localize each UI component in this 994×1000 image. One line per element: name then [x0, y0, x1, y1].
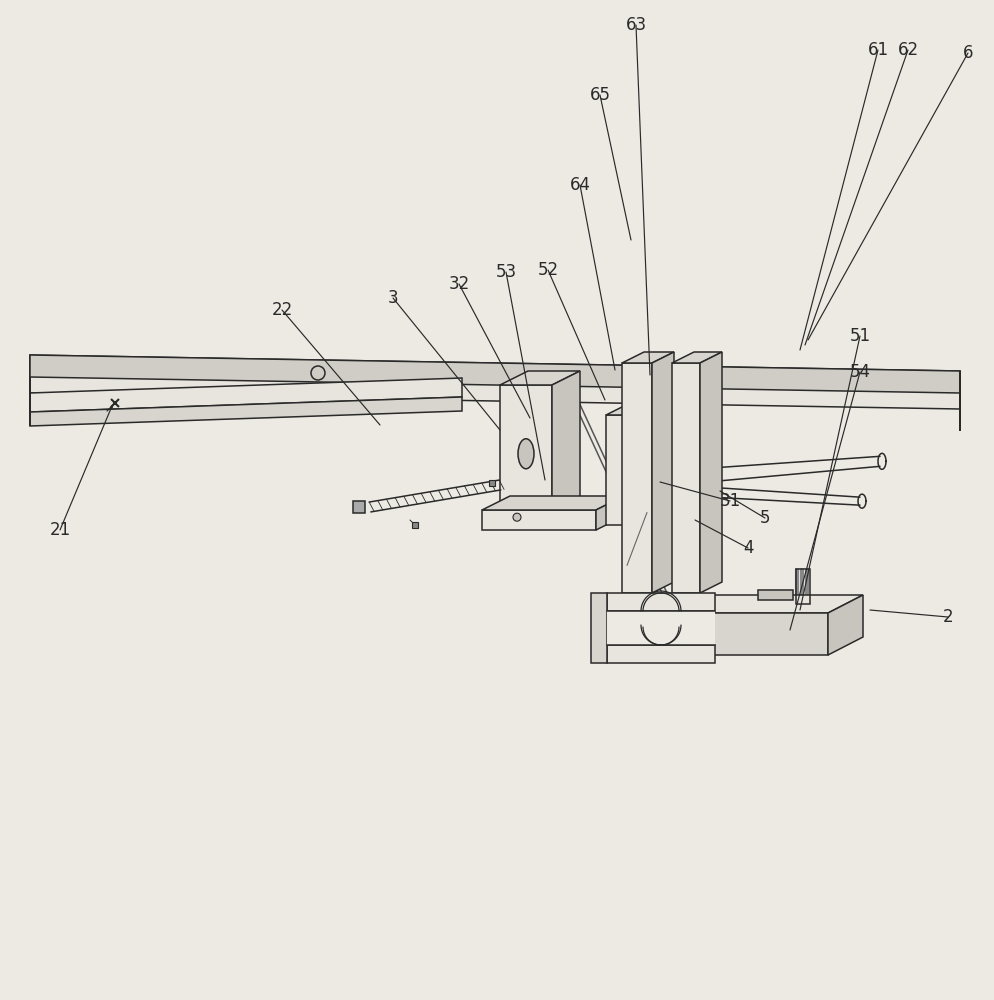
Text: 64: 64 [570, 176, 590, 194]
Polygon shape [672, 363, 700, 593]
Polygon shape [618, 613, 828, 655]
Circle shape [513, 513, 521, 521]
Text: 53: 53 [495, 263, 517, 281]
Polygon shape [606, 401, 689, 415]
Polygon shape [828, 595, 863, 655]
Polygon shape [622, 352, 674, 363]
Text: 2: 2 [942, 608, 953, 626]
Polygon shape [606, 415, 661, 525]
Polygon shape [30, 355, 960, 393]
Polygon shape [30, 397, 462, 426]
Text: 22: 22 [271, 301, 292, 319]
Polygon shape [672, 352, 722, 363]
Polygon shape [591, 593, 607, 663]
Text: 3: 3 [388, 289, 399, 307]
Polygon shape [607, 611, 715, 645]
Polygon shape [500, 385, 552, 510]
Text: 21: 21 [50, 521, 71, 539]
Polygon shape [30, 355, 960, 409]
Text: 62: 62 [898, 41, 918, 59]
Text: 51: 51 [850, 327, 871, 345]
Text: 31: 31 [720, 492, 741, 510]
Polygon shape [482, 510, 596, 530]
Text: 4: 4 [743, 539, 753, 557]
Text: 65: 65 [589, 86, 610, 104]
Text: 63: 63 [625, 16, 646, 34]
Polygon shape [622, 363, 652, 593]
Ellipse shape [624, 466, 642, 492]
Polygon shape [353, 501, 365, 513]
Polygon shape [596, 496, 624, 530]
Polygon shape [607, 593, 715, 611]
Polygon shape [700, 352, 722, 593]
Text: 54: 54 [850, 363, 871, 381]
Text: 52: 52 [538, 261, 559, 279]
Polygon shape [758, 590, 793, 600]
Polygon shape [500, 371, 580, 385]
Text: 6: 6 [963, 44, 973, 62]
Polygon shape [661, 401, 689, 525]
Text: 61: 61 [868, 41, 889, 59]
Polygon shape [30, 378, 462, 412]
Text: 5: 5 [759, 509, 770, 527]
Polygon shape [482, 496, 624, 510]
Polygon shape [552, 371, 580, 510]
Polygon shape [607, 645, 715, 663]
Polygon shape [618, 595, 863, 613]
Text: 32: 32 [448, 275, 469, 293]
Ellipse shape [518, 439, 534, 469]
Polygon shape [652, 352, 674, 593]
